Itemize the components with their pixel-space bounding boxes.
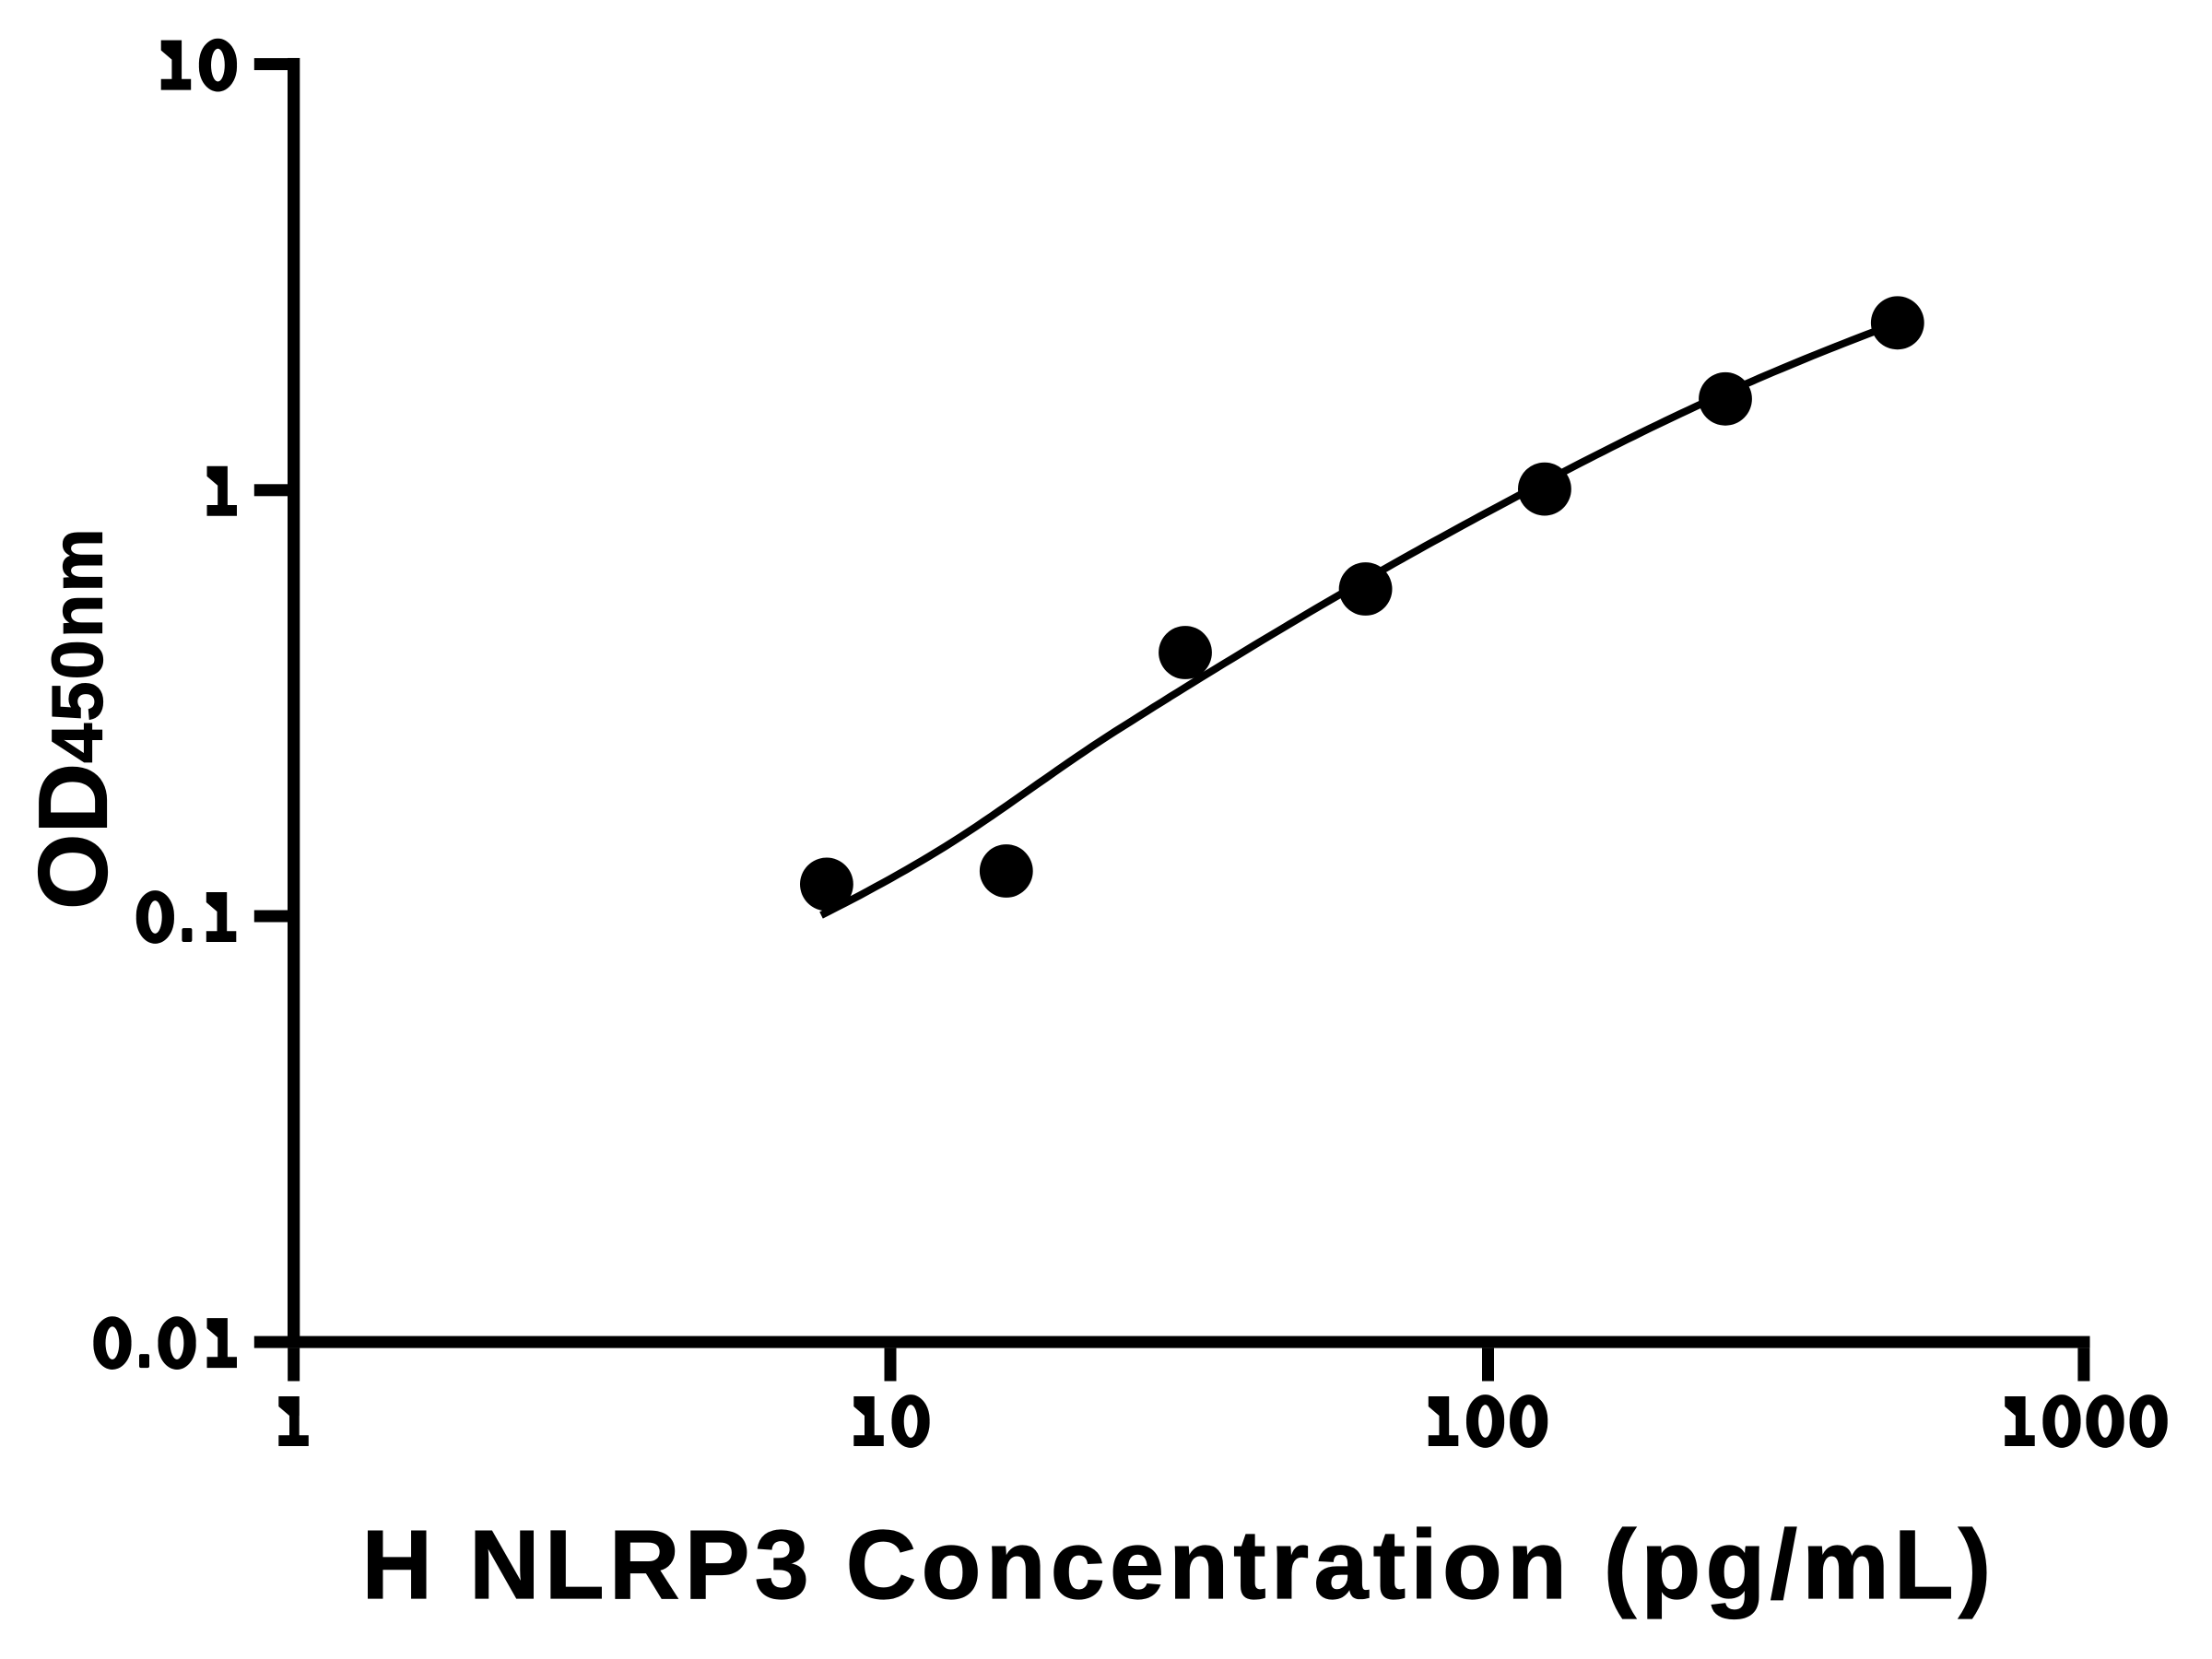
svg-text:OD450nm: OD450nm xyxy=(19,526,128,910)
svg-text:H NLRP3 Concentration (pg/mL): H NLRP3 Concentration (pg/mL) xyxy=(361,1511,1995,1619)
